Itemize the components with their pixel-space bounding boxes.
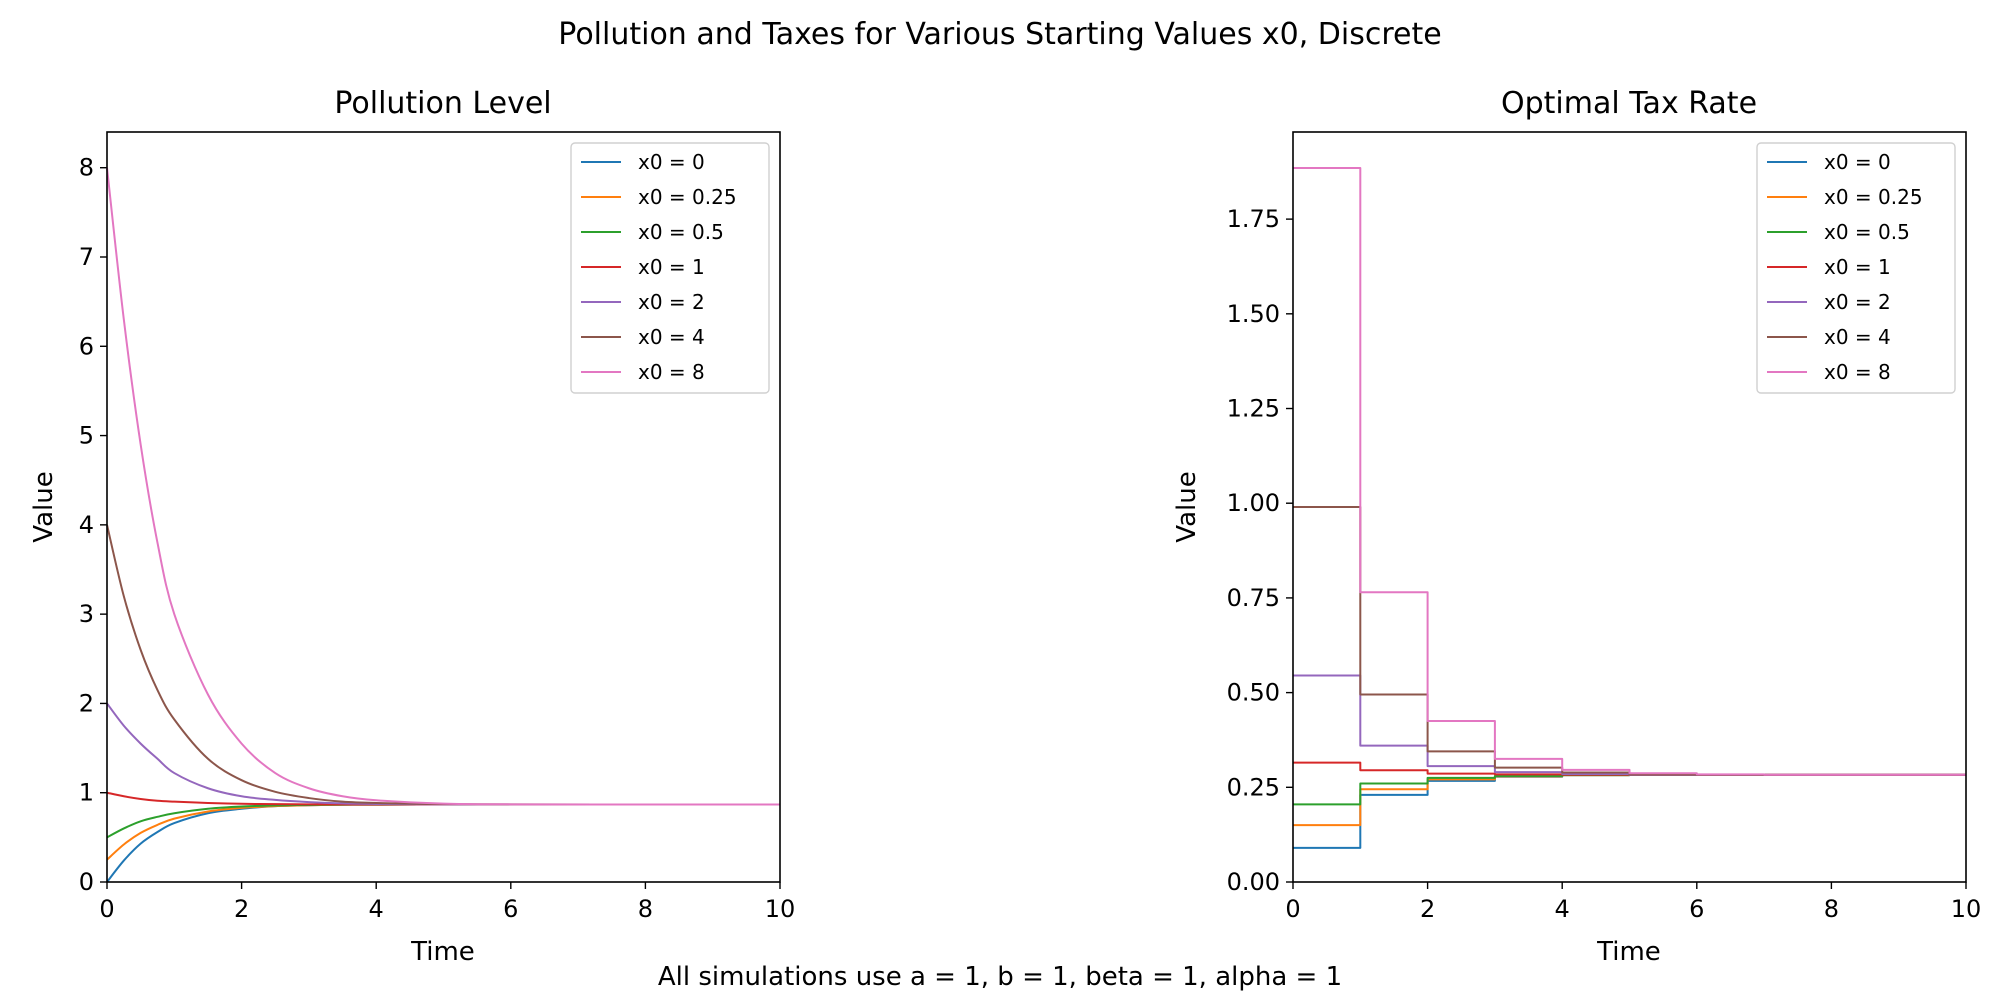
y-tick-label: 0.25 xyxy=(1227,773,1280,801)
x-tick-label: 0 xyxy=(99,895,114,923)
legend-entry-label: x0 = 0.25 xyxy=(1824,185,1923,209)
pollution-y-axis-label: Value xyxy=(29,471,59,542)
y-tick-label: 1.75 xyxy=(1227,205,1280,233)
tax-series-lines xyxy=(1293,166,1966,849)
y-tick-label: 4 xyxy=(79,511,94,539)
legend-entry-label: x0 = 8 xyxy=(1824,360,1891,384)
tax-x-axis-label: Time xyxy=(1596,937,1661,967)
pollution-legend: x0 = 0 x0 = 0.25 x0 = 0.5 x0 = 1 x0 = 2 x0 = … xyxy=(570,142,770,394)
pollution-series-line-6 xyxy=(106,167,781,806)
x-tick-label: 8 xyxy=(638,895,653,923)
pollution-series-line-5 xyxy=(106,524,781,806)
legend-entry-label: x0 = 0.5 xyxy=(638,220,724,244)
legend-box xyxy=(570,142,770,394)
x-tick-label: 2 xyxy=(234,895,249,923)
legend-entry-label: x0 = 2 xyxy=(1824,290,1891,314)
pollution-x-axis-label: Time xyxy=(410,937,475,967)
pollution-level-plot: Pollution Level Time Value 0 2 4 6 8 10 0 1 2 3 4 5… xyxy=(29,86,795,967)
tax-y-axis-label: Value xyxy=(1172,471,1202,542)
tax-plot-title: Optimal Tax Rate xyxy=(1501,86,1757,121)
legend-entry-label: x0 = 0 xyxy=(1824,150,1891,174)
x-tick-label: 8 xyxy=(1824,895,1839,923)
legend-entry-label: x0 = 4 xyxy=(1824,325,1891,349)
x-tick-label: 4 xyxy=(369,895,384,923)
figure-footnote: All simulations use a = 1, b = 1, beta =… xyxy=(658,962,1342,992)
tax-axis-ticks: 0 2 4 6 8 10 0.00 0.25 0.50 0.75 1.00 1.25 1.50 1.75 xyxy=(1227,205,1982,923)
legend-entry-label: x0 = 1 xyxy=(638,255,705,279)
pollution-axis-ticks: 0 2 4 6 8 10 0 1 2 3 4 5 6 7 8 xyxy=(79,154,796,923)
pollution-series-line-4 xyxy=(106,702,780,806)
y-tick-label: 5 xyxy=(79,422,94,450)
tax-rate-plot: Optimal Tax Rate Time Value 0 2 4 6 8 100.000… xyxy=(1172,86,1981,967)
y-tick-label: 0.50 xyxy=(1227,679,1280,707)
y-tick-label: 1 xyxy=(79,779,94,807)
y-tick-label: 1.00 xyxy=(1227,489,1280,517)
x-tick-label: 2 xyxy=(1420,895,1435,923)
legend-entry-label: x0 = 4 xyxy=(638,325,705,349)
pollution-series-line-2 xyxy=(106,803,780,839)
legend-entry-label: x0 = 8 xyxy=(638,360,705,384)
pollution-series-lines xyxy=(106,167,781,883)
legend-entry-label: x0 = 2 xyxy=(638,290,705,314)
tax-series-line-0 xyxy=(1293,773,1966,849)
y-tick-label: 0 xyxy=(79,868,94,896)
tax-plot-frame xyxy=(1292,131,1967,883)
y-tick-label: 7 xyxy=(79,243,94,271)
legend-box xyxy=(1756,142,1956,394)
y-tick-label: 0.00 xyxy=(1227,868,1280,896)
x-tick-label: 6 xyxy=(1689,895,1704,923)
tax-series-line-6 xyxy=(1293,166,1966,776)
legend-entry-label: x0 = 1 xyxy=(1824,255,1891,279)
pollution-plot-frame xyxy=(106,131,781,883)
y-tick-label: 0.75 xyxy=(1227,584,1280,612)
y-tick-label: 8 xyxy=(79,154,94,182)
y-tick-label: 3 xyxy=(79,600,94,628)
x-tick-label: 10 xyxy=(765,895,796,923)
y-tick-label: 1.50 xyxy=(1227,300,1280,328)
y-tick-label: 6 xyxy=(79,332,94,360)
x-tick-label: 0 xyxy=(1285,895,1300,923)
figure-suptitle: Pollution and Taxes for Various Starting… xyxy=(558,17,1441,52)
tax-legend: x0 = 0 x0 = 0.25 x0 = 0.5 x0 = 1 x0 = 2 x0 = … xyxy=(1756,142,1956,394)
y-tick-label: 2 xyxy=(79,689,94,717)
legend-entry-label: x0 = 0.5 xyxy=(1824,220,1910,244)
legend-entry-label: x0 = 0 xyxy=(638,150,705,174)
x-tick-label: 10 xyxy=(1951,895,1982,923)
y-tick-label: 1.25 xyxy=(1227,395,1280,423)
legend-entry-label: x0 = 0.25 xyxy=(638,185,737,209)
pollution-series-line-0 xyxy=(106,803,780,883)
x-tick-label: 6 xyxy=(503,895,518,923)
pollution-plot-title: Pollution Level xyxy=(334,86,551,121)
tax-series-line-5 xyxy=(1293,506,1966,776)
x-tick-label: 4 xyxy=(1555,895,1570,923)
tax-series-line-1 xyxy=(1293,773,1966,827)
tax-series-line-4 xyxy=(1293,674,1966,776)
